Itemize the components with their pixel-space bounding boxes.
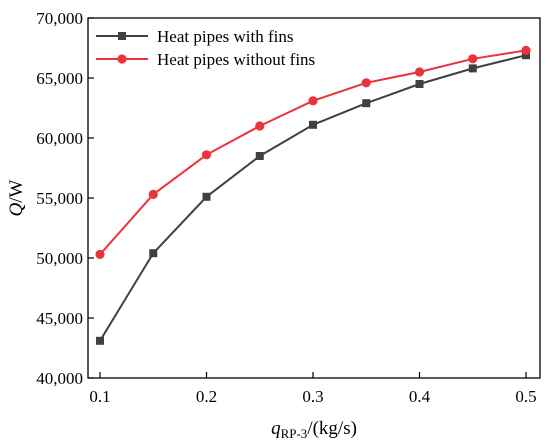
x-tick-label: 0.4 [409,387,431,406]
data-point [309,120,317,129]
data-point [202,192,211,201]
y-axis-title: Q/W [6,179,27,216]
series-2 [95,45,531,259]
y-tick-label: 50,000 [36,249,83,268]
data-point [361,78,371,88]
y-tick-label: 65,000 [36,69,83,88]
data-point [468,64,477,73]
y-tick-label: 70,000 [36,9,83,28]
data-point [414,67,425,77]
data-point [95,249,105,259]
y-tick-label: 60,000 [36,129,83,148]
data-point [468,54,478,64]
data-point [255,152,264,160]
x-tick-label: 0.3 [302,387,323,406]
x-tick-label: 0.2 [196,387,217,406]
data-point [96,336,104,345]
series-1 [96,51,530,345]
data-point [149,249,158,258]
legend-item: Heat pipes with fins [96,27,293,46]
legend-marker [117,54,127,64]
legend-label: Heat pipes without fins [157,50,315,69]
data-point [255,121,265,131]
y-tick-label: 45,000 [36,309,83,328]
x-tick-label: 0.5 [515,387,536,406]
legend-label: Heat pipes with fins [157,27,293,46]
data-point [148,189,158,199]
series-layer [95,45,531,345]
x-axis-title: qRP-3/(kg/s) [271,418,357,441]
y-tick-label: 55,000 [36,189,83,208]
legend: Heat pipes with fins Heat pipes without f… [96,27,315,69]
data-point [521,45,531,56]
y-tick-label: 40,000 [36,369,83,388]
legend-item: Heat pipes without fins [96,50,315,69]
data-point [522,51,530,60]
data-point [415,80,424,88]
data-point [308,96,318,106]
series-line [99,49,527,256]
x-tick-label: 0.1 [89,387,110,406]
legend-marker [118,32,126,40]
data-point [362,99,371,108]
axis-ticks: 0.1 0.2 0.3 0.4 0.5 40,000 45,000 50,000 55,000 6… [36,9,536,406]
data-point [201,150,212,160]
